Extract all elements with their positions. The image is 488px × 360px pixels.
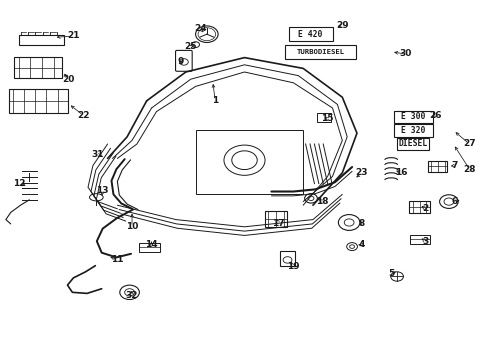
Bar: [195, 130, 303, 194]
Bar: [14, 57, 61, 78]
Text: 21: 21: [67, 31, 80, 40]
Bar: [393, 111, 432, 123]
Text: 14: 14: [145, 240, 158, 249]
Bar: [393, 124, 432, 137]
Text: 9: 9: [177, 57, 184, 66]
Bar: [396, 138, 428, 150]
Text: 6: 6: [451, 197, 457, 206]
Text: 12: 12: [13, 179, 26, 188]
Text: 5: 5: [387, 269, 393, 278]
Text: 26: 26: [428, 111, 441, 120]
Text: 13: 13: [96, 186, 109, 195]
Text: 1: 1: [212, 96, 218, 105]
Text: 8: 8: [358, 219, 364, 228]
Text: 23: 23: [355, 168, 367, 177]
Text: 7: 7: [450, 161, 457, 170]
Text: 19: 19: [286, 262, 299, 271]
Text: 31: 31: [91, 150, 104, 159]
Text: 11: 11: [111, 255, 123, 264]
Bar: [264, 211, 286, 227]
Text: 24: 24: [194, 24, 206, 33]
Text: 20: 20: [62, 75, 75, 84]
Text: 32: 32: [125, 291, 138, 300]
Text: 27: 27: [462, 139, 475, 148]
Text: 29: 29: [335, 21, 348, 30]
Bar: [19, 35, 63, 45]
Text: 16: 16: [394, 168, 407, 177]
Text: 25: 25: [184, 42, 197, 51]
Bar: [409, 235, 429, 244]
Text: E 300: E 300: [400, 112, 425, 121]
Text: 10: 10: [125, 222, 138, 231]
Bar: [139, 243, 160, 252]
Text: 3: 3: [422, 237, 427, 246]
Text: TURBODIESEL: TURBODIESEL: [296, 49, 344, 55]
Text: 30: 30: [399, 49, 411, 58]
Text: E 320: E 320: [400, 126, 425, 135]
Bar: [9, 89, 68, 113]
Text: 4: 4: [358, 240, 365, 249]
Text: 18: 18: [316, 197, 328, 206]
Text: 17: 17: [272, 219, 285, 228]
Text: 15: 15: [321, 114, 333, 123]
Bar: [288, 27, 332, 41]
Text: E 420: E 420: [298, 30, 322, 39]
Text: 22: 22: [77, 111, 89, 120]
Text: 28: 28: [462, 165, 475, 174]
Bar: [316, 113, 330, 122]
Bar: [284, 45, 355, 59]
Bar: [427, 161, 446, 172]
Text: 2: 2: [422, 204, 427, 213]
Bar: [408, 201, 429, 213]
Bar: [279, 251, 295, 266]
Text: DIESEL: DIESEL: [398, 139, 427, 148]
